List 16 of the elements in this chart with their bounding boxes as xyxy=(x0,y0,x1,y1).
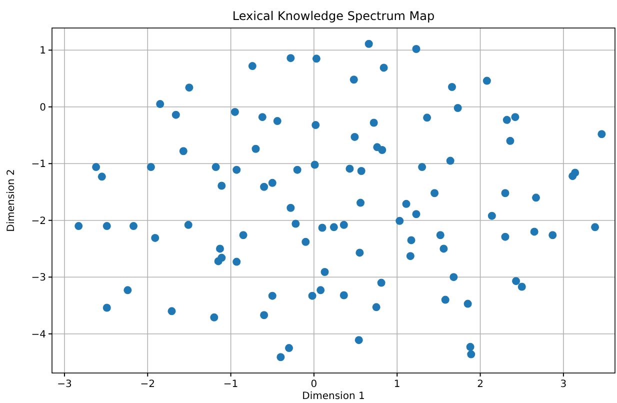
y-tick-label: −4 xyxy=(31,329,46,340)
y-axis-title: Dimension 2 xyxy=(6,169,17,232)
y-tick-label: −3 xyxy=(31,272,46,284)
x-tick-label: −3 xyxy=(57,379,72,390)
y-tick-label: 1 xyxy=(40,46,46,57)
y-tick-label: −2 xyxy=(31,216,46,227)
x-tick-label: −1 xyxy=(223,379,238,390)
y-tick-label: 0 xyxy=(40,102,46,114)
x-tick-label: 2 xyxy=(477,379,484,390)
y-tick-label: −1 xyxy=(31,159,46,170)
x-tick-label: 1 xyxy=(394,379,400,390)
x-axis-title: Dimension 1 xyxy=(302,391,365,402)
x-tick-label: 3 xyxy=(560,379,567,390)
x-tick-label: −2 xyxy=(140,379,156,390)
chart-title: Lexical Knowledge Spectrum Map xyxy=(232,9,435,23)
x-tick-label: 0 xyxy=(310,379,318,390)
